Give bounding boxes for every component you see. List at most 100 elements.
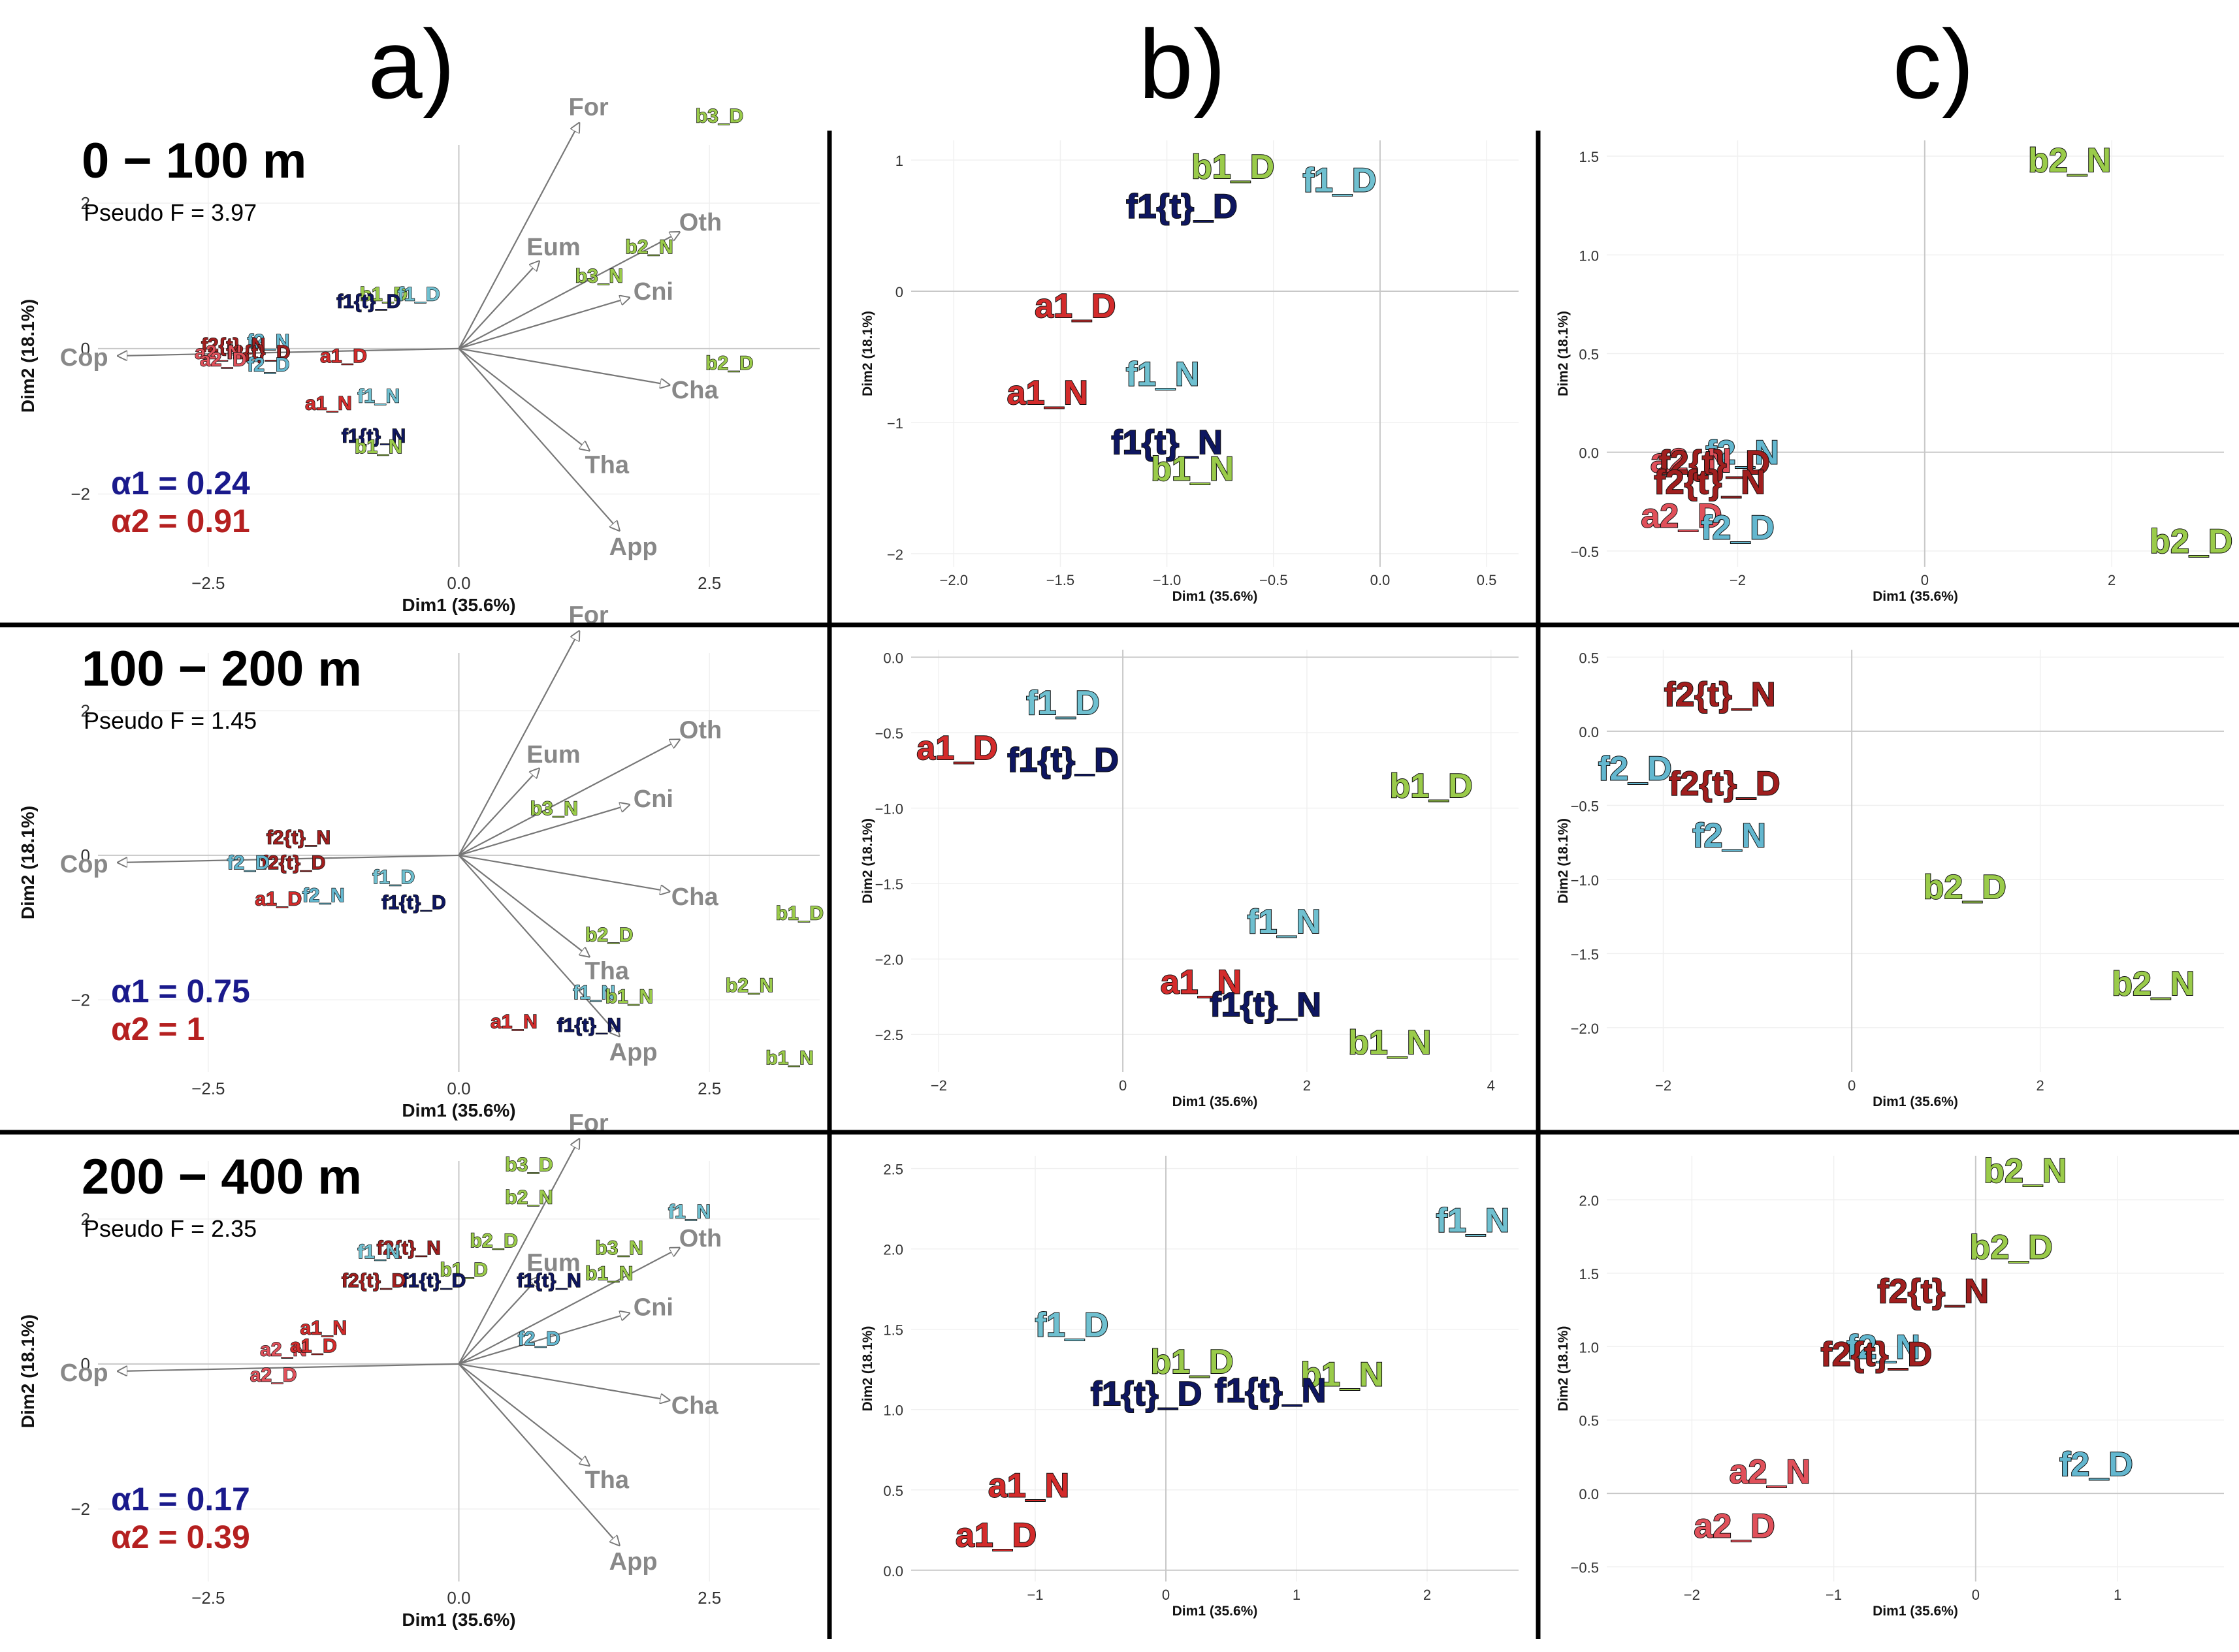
point-label: b2_D <box>470 1230 518 1252</box>
vector-label: Cop <box>60 344 108 372</box>
loading-vector-cop <box>118 854 459 863</box>
y-axis-title: Dim2 (18.1%) <box>860 1326 875 1412</box>
point-label: b3_D <box>696 105 743 127</box>
point-label: f2{t}_D <box>1821 1336 1933 1374</box>
loading-vector-for <box>458 123 579 349</box>
alpha2-stat: α2 = 0.39 <box>111 1519 250 1555</box>
y-axis-title: Dim2 (18.1%) <box>18 1314 38 1428</box>
y-tick-label: 2.5 <box>883 1162 903 1178</box>
point-label: f2_D <box>227 852 270 874</box>
point-label: b1_N <box>765 1047 813 1069</box>
y-tick-label: 1.0 <box>883 1403 903 1419</box>
x-axis-title: Dim1 (35.6%) <box>402 1100 515 1120</box>
y-tick-label: −0.5 <box>875 725 903 742</box>
point-label: b3_N <box>595 1237 643 1259</box>
x-tick-label: 0 <box>1162 1587 1170 1603</box>
point-label: a1_D <box>320 345 367 367</box>
y-tick-label: 0.5 <box>883 1483 903 1499</box>
depth-range-title: 0 − 100 m <box>82 133 306 189</box>
point-label: b2_D <box>2150 523 2232 561</box>
point-label: f2{t}_D <box>226 342 290 363</box>
pseudo-f-stat: Pseudo F = 2.35 <box>84 1215 257 1242</box>
vector-label: App <box>609 533 658 561</box>
loading-vector-oth <box>458 232 680 349</box>
x-tick-label: −1.5 <box>1046 572 1074 588</box>
loading-vector-oth <box>458 740 680 856</box>
alpha1-stat: α1 = 0.75 <box>111 973 250 1009</box>
x-axis-title: Dim1 (35.6%) <box>1873 1604 1958 1619</box>
panel-c_100_200: −2 0 2 0.5 0.0 −0.5 −1.0 −1.5 −2.0 Dim1 (35.6%) Di… <box>1556 650 2224 1109</box>
x-tick-label: 2.5 <box>698 573 721 593</box>
x-tick-label: 0.0 <box>447 1588 470 1608</box>
y-tick-label: 0 <box>81 339 90 358</box>
point-label: f2_D <box>1701 509 1775 547</box>
point-label: f1{t}_N <box>1210 986 1321 1024</box>
depth-range-title: 100 − 200 m <box>82 641 362 697</box>
x-tick-label: 0 <box>1119 1077 1127 1094</box>
point-label: b1_D <box>440 1260 487 1281</box>
point-label: b1_N <box>585 1263 633 1284</box>
y-tick-label: −1.5 <box>875 876 903 893</box>
vector-label: For <box>568 93 608 121</box>
point-label: a1_D <box>255 888 302 910</box>
x-tick-label: 0.0 <box>1370 572 1391 588</box>
point-label: f1_N <box>573 982 615 1004</box>
point-label: f1{t}_N <box>1111 424 1223 462</box>
x-tick-label: −2.0 <box>940 572 968 588</box>
loading-vector-app <box>458 348 620 530</box>
x-tick-label: 4 <box>1487 1077 1495 1094</box>
x-tick-label: 0 <box>1848 1077 1856 1094</box>
y-tick-label: 1.0 <box>1579 1339 1599 1356</box>
point-label: f2{t}_N <box>266 827 330 848</box>
panel-b_100_200: −2 0 2 4 0.0 −0.5 −1.0 −1.5 −2.0 −2.5 Dim1 (35.6%)… <box>860 650 1519 1109</box>
point-label: f2_D <box>1598 750 1672 788</box>
alpha1-stat: α1 = 0.17 <box>111 1481 250 1517</box>
point-label: f1_D <box>372 866 415 888</box>
point-label: b3_D <box>505 1154 553 1176</box>
point-label: b1_D <box>1150 1343 1233 1381</box>
y-tick-label: 2 <box>81 193 90 213</box>
x-axis-title: Dim1 (35.6%) <box>1172 1094 1258 1109</box>
point-label: b2_N <box>726 975 773 996</box>
point-label: f1_N <box>357 385 400 407</box>
vector-label: App <box>609 1548 658 1576</box>
vector-label: Eum <box>526 1249 580 1277</box>
pseudo-f-stat: Pseudo F = 1.45 <box>84 707 257 734</box>
y-tick-label: −1.0 <box>875 801 903 818</box>
point-label: a2_N <box>1651 442 1732 480</box>
point-label: a2_D <box>250 1365 297 1386</box>
point-label: b1_N <box>1151 450 1234 488</box>
x-tick-label: 1 <box>1293 1587 1300 1603</box>
point-label: a2_N <box>195 342 242 363</box>
x-tick-label: 1 <box>2114 1587 2121 1603</box>
x-tick-label: −1 <box>1826 1587 1842 1603</box>
point-label: f2{t}_N <box>377 1237 441 1259</box>
x-tick-label: −2 <box>931 1077 947 1094</box>
y-axis-title: Dim2 (18.1%) <box>1556 311 1571 396</box>
point-label: f1{t}_N <box>557 1015 621 1036</box>
y-tick-label: −0.5 <box>1571 544 1599 560</box>
point-label: b3_N <box>530 798 578 819</box>
loading-vector-cni <box>459 804 630 856</box>
point-label: a1_D <box>1035 287 1116 325</box>
x-tick-label: 2.5 <box>698 1588 721 1608</box>
y-tick-label: −2.5 <box>875 1027 903 1043</box>
point-label: f2_D <box>518 1328 560 1350</box>
point-label: a1_D <box>956 1517 1037 1555</box>
loading-vector-cop <box>118 347 459 356</box>
point-label: a2_D <box>200 349 247 371</box>
point-label: f1{t}_N <box>1215 1372 1327 1410</box>
y-axis-title: Dim2 (18.1%) <box>18 299 38 413</box>
loading-vector-tha <box>458 347 590 451</box>
point-label: a2_D <box>1641 497 1722 535</box>
y-tick-label: −2.0 <box>875 952 903 968</box>
x-axis-title: Dim1 (35.6%) <box>402 1610 515 1630</box>
y-tick-label: 2 <box>81 701 90 721</box>
point-label: f2{t}_N <box>1654 464 1765 501</box>
loading-vector-cni <box>459 298 630 349</box>
point-label: f1_D <box>1303 161 1377 199</box>
vector-label: App <box>609 1039 658 1066</box>
y-tick-label: −2 <box>71 1499 90 1519</box>
vector-label: Eum <box>526 234 580 261</box>
